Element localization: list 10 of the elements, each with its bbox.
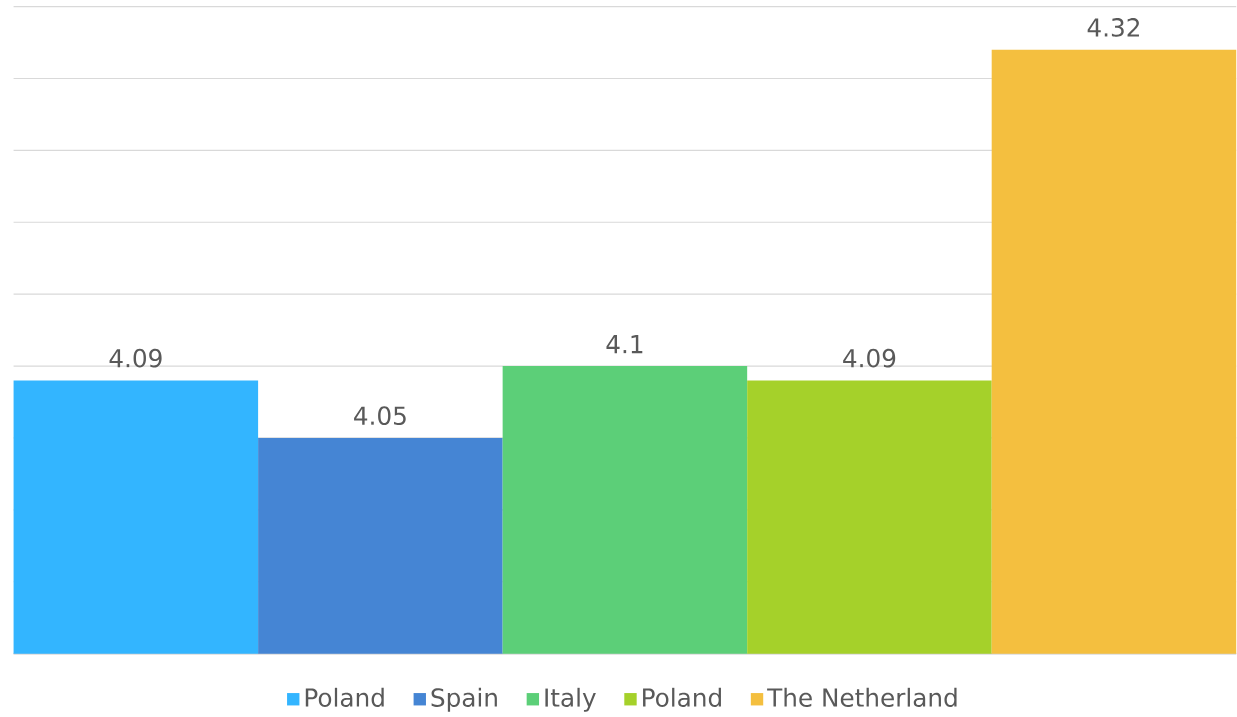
legend-label: Poland	[305, 687, 384, 707]
legend-label: The Netherland	[767, 687, 957, 707]
data-label: 4.1	[606, 334, 643, 353]
data-label: 4.09	[843, 348, 896, 368]
data-label: 4.32	[1087, 17, 1139, 37]
data-label: 4.05	[354, 406, 406, 425]
legend-label: Spain	[431, 687, 497, 712]
legend-label: Italy	[545, 687, 596, 712]
legend-label: Poland	[643, 687, 721, 707]
data-label: 4.09	[109, 348, 162, 368]
